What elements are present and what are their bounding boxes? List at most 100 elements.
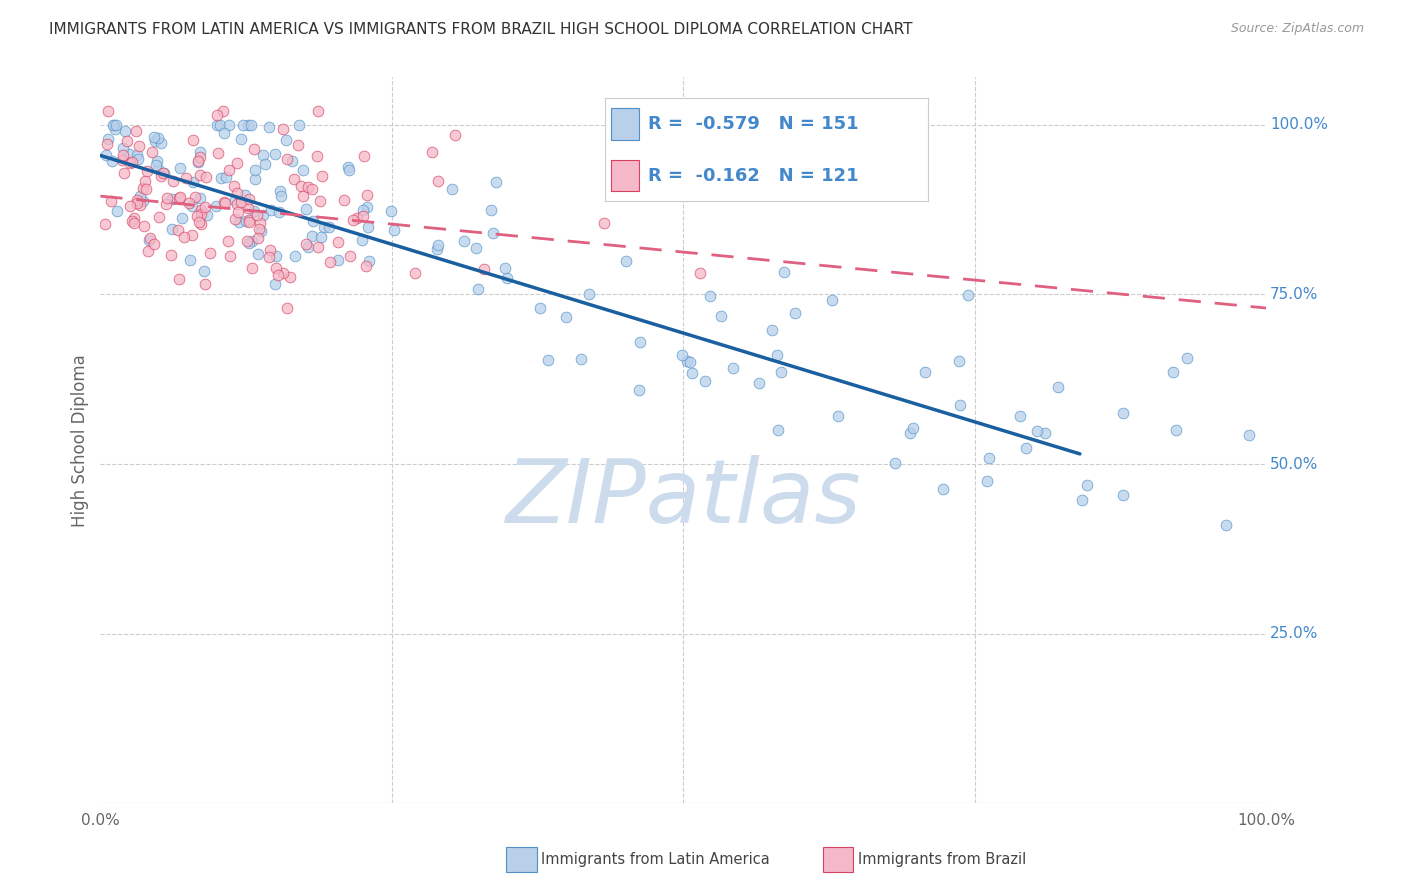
FancyBboxPatch shape — [612, 160, 638, 192]
Point — [121, 214, 143, 228]
Point — [1164, 423, 1187, 437]
Point — [209, 171, 232, 186]
Point — [699, 289, 721, 303]
Point — [169, 271, 191, 285]
Point — [332, 194, 354, 208]
Point — [125, 195, 148, 210]
Point — [125, 147, 148, 161]
Point — [218, 118, 240, 132]
Point — [295, 236, 318, 251]
Point — [337, 162, 360, 177]
Point — [301, 228, 323, 243]
Point — [1175, 351, 1198, 365]
Point — [467, 282, 489, 296]
Point — [311, 169, 333, 183]
Point — [482, 226, 505, 240]
Point — [290, 179, 312, 194]
Point — [264, 248, 287, 262]
Point — [404, 266, 426, 280]
Point — [679, 354, 702, 368]
Point — [172, 211, 194, 225]
Point — [465, 241, 488, 255]
Point — [453, 234, 475, 248]
Point — [479, 202, 502, 217]
Point — [689, 266, 711, 280]
Point — [156, 191, 179, 205]
Point — [239, 118, 262, 132]
Point — [167, 223, 190, 237]
Point — [204, 199, 226, 213]
Point — [229, 194, 252, 209]
Point — [218, 163, 240, 178]
Point — [671, 348, 693, 362]
Point — [766, 423, 789, 437]
Point — [224, 193, 246, 207]
Point — [628, 383, 651, 397]
Point — [246, 247, 269, 261]
Point — [352, 233, 374, 247]
Point — [426, 242, 449, 256]
Point — [148, 211, 170, 225]
Point — [181, 199, 204, 213]
Text: Source: ZipAtlas.com: Source: ZipAtlas.com — [1230, 22, 1364, 36]
Point — [118, 155, 141, 169]
Point — [188, 150, 211, 164]
Point — [233, 187, 256, 202]
Point — [238, 215, 260, 229]
Point — [207, 146, 229, 161]
Point — [132, 180, 155, 194]
Point — [124, 211, 146, 225]
Point — [278, 269, 301, 284]
Point — [97, 132, 120, 146]
Point — [339, 249, 361, 263]
Point — [269, 184, 291, 198]
Point — [266, 268, 288, 282]
Point — [209, 118, 232, 132]
Point — [284, 248, 307, 262]
Point — [193, 264, 215, 278]
Point — [224, 212, 246, 227]
Text: 75.0%: 75.0% — [1270, 287, 1319, 302]
Point — [173, 230, 195, 244]
Point — [312, 220, 335, 235]
Point — [295, 202, 318, 216]
Point — [195, 208, 218, 222]
Text: Immigrants from Brazil: Immigrants from Brazil — [858, 853, 1026, 867]
Point — [254, 157, 277, 171]
Text: IMMIGRANTS FROM LATIN AMERICA VS IMMIGRANTS FROM BRAZIL HIGH SCHOOL DIPLOMA CORR: IMMIGRANTS FROM LATIN AMERICA VS IMMIGRA… — [49, 22, 912, 37]
Point — [710, 309, 733, 323]
Point — [1161, 365, 1184, 379]
Point — [143, 130, 166, 145]
Point — [105, 204, 128, 219]
Point — [111, 153, 134, 168]
Point — [1008, 409, 1031, 424]
Point — [174, 170, 197, 185]
Point — [211, 104, 233, 119]
Point — [496, 271, 519, 285]
Point — [976, 474, 998, 488]
Point — [121, 154, 143, 169]
Point — [681, 366, 703, 380]
Point — [111, 141, 134, 155]
Point — [440, 181, 463, 195]
Point — [319, 255, 342, 269]
Point — [1237, 428, 1260, 442]
Point — [141, 145, 163, 159]
Point — [190, 203, 212, 218]
Point — [188, 215, 211, 229]
Point — [354, 259, 377, 273]
Point — [148, 161, 170, 176]
Point — [773, 265, 796, 279]
Point — [139, 231, 162, 245]
Point — [326, 235, 349, 249]
Point — [288, 118, 311, 132]
Point — [766, 348, 789, 362]
Point — [188, 168, 211, 182]
Point — [149, 169, 172, 184]
Point — [111, 148, 134, 162]
Point — [342, 212, 364, 227]
Point — [283, 172, 305, 186]
Point — [188, 145, 211, 160]
Point — [225, 155, 247, 169]
Point — [529, 301, 551, 315]
